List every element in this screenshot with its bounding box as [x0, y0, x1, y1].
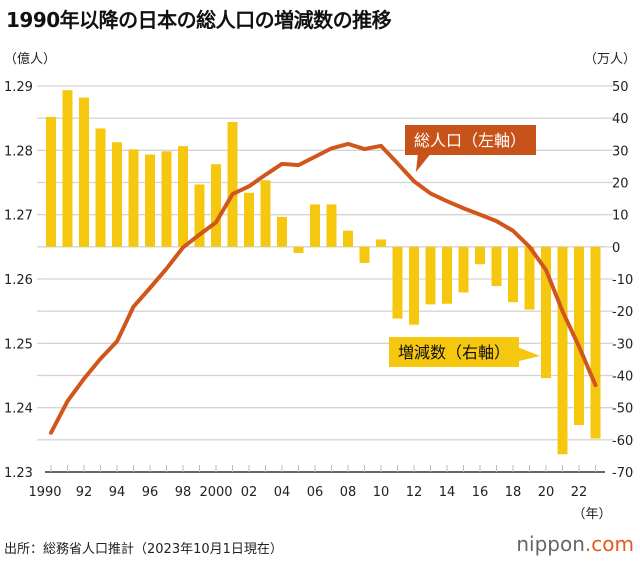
bar-2008: [343, 230, 353, 247]
bar-1993: [95, 128, 106, 247]
right-tick-label: 0: [612, 241, 620, 256]
x-tick-label: 20: [538, 485, 555, 500]
bar-2019: [524, 246, 535, 310]
bar-2009: [359, 246, 370, 263]
right-axis-unit: （万人）: [583, 52, 636, 67]
population-line: [49, 141, 598, 435]
bar-2004: [277, 216, 287, 247]
x-tick-label: 94: [109, 485, 126, 500]
source-note: 出所：総務省人口推計（2023年10月1日現在）: [4, 542, 283, 557]
bar-2014: [442, 246, 452, 304]
x-tick-label: 18: [505, 485, 522, 500]
right-tick-label: 50: [612, 80, 629, 95]
right-tick-label: 30: [612, 144, 629, 159]
bar-2011: [392, 246, 403, 319]
right-tick-label: 20: [612, 177, 629, 192]
left-tick-label: 1.27: [4, 209, 33, 224]
bar-label-pointer: [515, 346, 540, 362]
left-tick-label: 1.26: [4, 273, 33, 288]
x-tick-label: 02: [241, 485, 258, 500]
bar-2001: [227, 122, 238, 247]
left-tick-label: 1.29: [4, 80, 33, 95]
right-tick-label: -10: [612, 273, 633, 288]
x-tick-label: 2000: [199, 485, 232, 500]
right-tick-label: -70: [612, 466, 633, 481]
nippon-logo: nippon.com: [516, 532, 634, 556]
bar-1997: [161, 151, 172, 247]
x-tick-label: 10: [373, 485, 390, 500]
bar-2015: [458, 246, 469, 293]
x-tick-label: 92: [76, 485, 93, 500]
bar-legend-label: 増減数（右軸）: [398, 343, 510, 362]
bar-1994: [112, 142, 122, 247]
chart-title: 1990年以降の日本の総人口の増減数の推移: [6, 8, 392, 32]
bar-2005: [293, 246, 304, 253]
bar-1995: [128, 149, 139, 247]
bar-2021: [557, 246, 568, 455]
x-tick-label: 22: [571, 485, 588, 500]
bar-2000: [211, 164, 221, 247]
right-tick-label: -20: [612, 305, 633, 320]
left-tick-label: 1.25: [4, 337, 33, 352]
right-tick-label: 10: [612, 209, 629, 224]
right-tick-label: -50: [612, 402, 633, 417]
left-tick-label: 1.23: [4, 466, 33, 481]
left-tick-label: 1.24: [4, 402, 33, 417]
x-tick-label: 98: [175, 485, 192, 500]
x-tick-label: 14: [439, 485, 456, 500]
bar-2013: [425, 246, 436, 305]
bar-2010: [376, 239, 386, 247]
right-tick-label: -60: [612, 434, 633, 449]
x-tick-label: 12: [406, 485, 423, 500]
bar-2007: [326, 204, 337, 247]
bar-2018: [508, 246, 518, 303]
line-label-box: [405, 125, 536, 155]
bar-2016: [475, 246, 485, 265]
right-tick-label: -40: [612, 370, 633, 385]
bar-1992: [79, 97, 89, 247]
bar-1990: [46, 116, 56, 247]
line-label-pointer: [416, 152, 432, 172]
bar-2017: [491, 246, 502, 287]
bar-1996: [145, 154, 155, 247]
right-tick-label: -30: [612, 337, 633, 352]
x-axis-unit: （年）: [572, 507, 611, 522]
bar-2023: [590, 246, 601, 439]
bar-1999: [194, 184, 205, 247]
left-tick-label: 1.28: [4, 144, 33, 159]
bar-2006: [310, 204, 320, 247]
bar-2012: [409, 246, 419, 325]
bar-2003: [260, 180, 271, 247]
left-axis-unit: （億人）: [4, 52, 57, 67]
x-tick-label: 06: [307, 485, 324, 500]
line-legend-label: 総人口（左軸）: [414, 131, 526, 150]
bar-1998: [178, 146, 188, 247]
x-tick-label: 04: [274, 485, 291, 500]
bar-label-box: [389, 337, 519, 367]
bar-1991: [62, 90, 73, 247]
x-tick-label: 16: [472, 485, 489, 500]
bar-2002: [244, 192, 254, 247]
bar-2020: [541, 246, 551, 379]
x-tick-label: 96: [142, 485, 159, 500]
x-tick-label: 1990: [28, 485, 61, 500]
bar-2022: [574, 246, 584, 426]
right-tick-label: 40: [612, 112, 629, 127]
x-tick-label: 08: [340, 485, 357, 500]
